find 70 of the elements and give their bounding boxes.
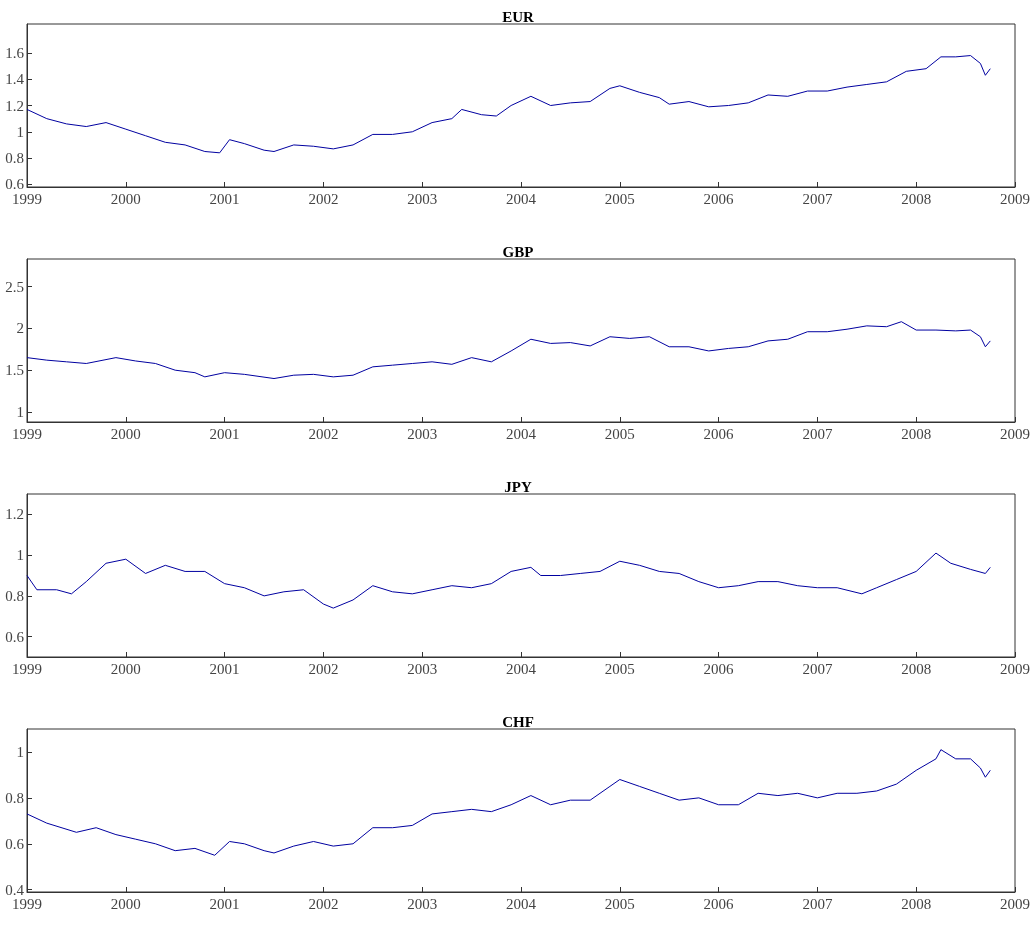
y-tick-label: 0.8 xyxy=(5,150,24,167)
y-tick-label: 0.8 xyxy=(5,789,24,806)
x-tick-label: 2001 xyxy=(209,895,240,912)
y-tick-label: 2.5 xyxy=(5,278,24,295)
x-tick-label: 2008 xyxy=(901,660,932,677)
x-tick-label: 2007 xyxy=(802,895,833,912)
x-tick-label: 2002 xyxy=(308,660,339,677)
y-tick-label: 0.6 xyxy=(5,628,25,645)
x-tick-label: 2004 xyxy=(506,425,537,442)
x-tick-label: 2002 xyxy=(308,425,339,442)
x-tick-label: 2003 xyxy=(407,660,438,677)
x-tick-label: 2005 xyxy=(604,425,635,442)
x-tick-label: 2006 xyxy=(703,425,735,442)
x-tick-label: 2004 xyxy=(506,660,537,677)
y-tick-label: 0.4 xyxy=(5,881,25,898)
y-tick-label: 1.2 xyxy=(5,97,24,114)
x-tick-label: 2000 xyxy=(110,190,141,207)
y-tick-label: 1 xyxy=(16,547,24,564)
chart-title: EUR xyxy=(502,8,534,25)
line-series xyxy=(26,749,991,856)
x-tick-label: 2004 xyxy=(506,895,537,912)
y-tick-label: 1.5 xyxy=(5,362,24,379)
x-tick-label: 2004 xyxy=(506,190,537,207)
x-tick-label: 2009 xyxy=(1000,660,1030,677)
line-series xyxy=(26,552,991,609)
x-tick-label: 2001 xyxy=(209,190,240,207)
line-series xyxy=(26,321,991,380)
x-tick-label: 2001 xyxy=(209,425,240,442)
x-tick-label: 2000 xyxy=(110,895,141,912)
x-tick-label: 2006 xyxy=(703,660,735,677)
line-series xyxy=(26,55,991,154)
x-tick-label: 2005 xyxy=(604,895,635,912)
x-tick-label: 1999 xyxy=(12,425,42,442)
x-tick-label: 2008 xyxy=(901,425,932,442)
x-tick-label: 2007 xyxy=(802,660,833,677)
x-tick-label: 2002 xyxy=(308,895,339,912)
x-tick-label: 1999 xyxy=(12,895,42,912)
x-tick-label: 2009 xyxy=(1000,190,1030,207)
y-tick-label: 1.2 xyxy=(5,506,24,523)
x-tick-label: 2009 xyxy=(1000,895,1030,912)
x-tick-label: 2002 xyxy=(308,190,339,207)
y-tick-label: 0.8 xyxy=(5,587,24,604)
x-tick-label: 2008 xyxy=(901,190,932,207)
y-tick-label: 0.6 xyxy=(5,176,25,193)
y-tick-label: 1.4 xyxy=(5,71,25,88)
y-tick-label: 1.6 xyxy=(5,44,25,61)
x-tick-label: 2005 xyxy=(604,190,635,207)
x-tick-label: 1999 xyxy=(12,660,42,677)
y-tick-label: 1 xyxy=(16,403,24,420)
x-tick-label: 2008 xyxy=(901,895,932,912)
chart-title: CHF xyxy=(502,713,534,730)
x-tick-label: 2003 xyxy=(407,190,438,207)
x-tick-label: 2003 xyxy=(407,895,438,912)
chart-title: JPY xyxy=(504,478,532,495)
x-tick-label: 2005 xyxy=(604,660,635,677)
y-tick-label: 1 xyxy=(16,123,24,140)
x-tick-label: 2000 xyxy=(110,660,141,677)
x-tick-label: 2001 xyxy=(209,660,240,677)
x-tick-label: 2007 xyxy=(802,190,833,207)
y-tick-label: 0.6 xyxy=(5,835,25,852)
chart-title: GBP xyxy=(502,243,534,260)
x-tick-label: 2003 xyxy=(407,425,438,442)
x-tick-label: 2006 xyxy=(703,895,735,912)
x-tick-label: 1999 xyxy=(12,190,42,207)
x-tick-label: 2000 xyxy=(110,425,141,442)
y-tick-label: 2 xyxy=(16,320,24,337)
x-tick-label: 2006 xyxy=(703,190,735,207)
x-tick-label: 2009 xyxy=(1000,425,1030,442)
x-tick-label: 2007 xyxy=(802,425,833,442)
y-tick-label: 1 xyxy=(16,743,24,760)
